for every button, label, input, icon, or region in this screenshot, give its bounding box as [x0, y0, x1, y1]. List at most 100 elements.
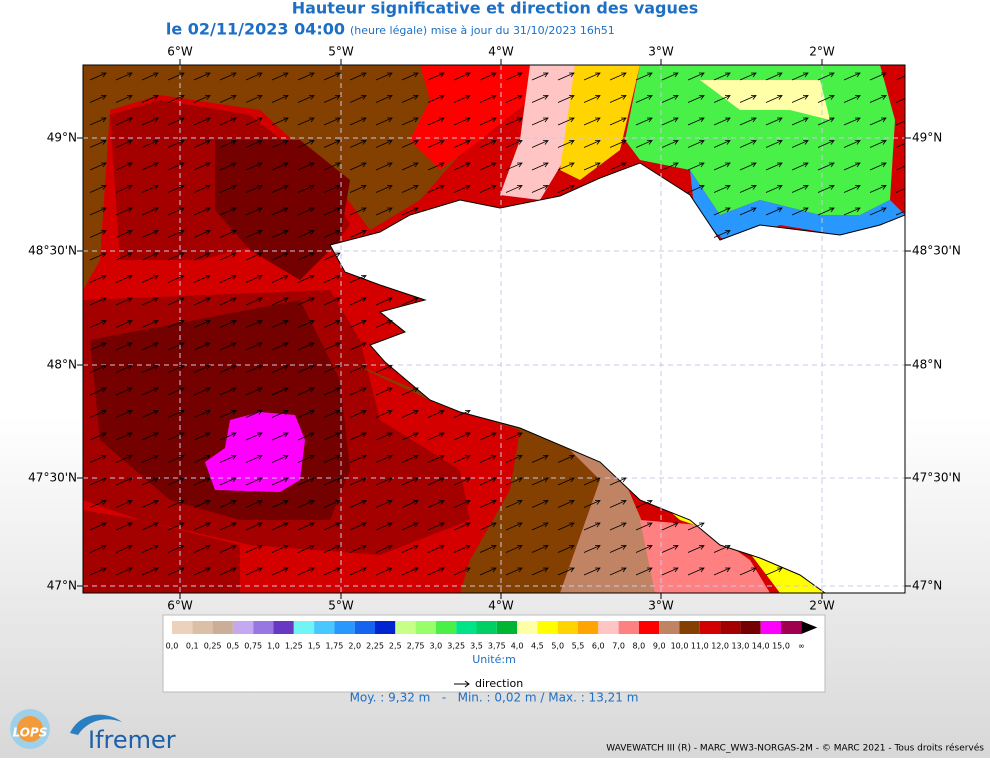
lops-logo-inner [17, 716, 43, 742]
ifremer-text: Ifremer [88, 726, 176, 754]
lat-label-right: 47°30'N [912, 471, 961, 485]
footer: WAVEWATCH III (R) - MARC_WW3-NORGAS-2M -… [606, 743, 984, 754]
lon-label-bottom: 2°W [809, 599, 835, 613]
lon-label-bottom: 5°W [328, 599, 354, 613]
legend: 0,0 0,1 0,25 0,5 0,75 1,0 1,25 1,5 1,75 2,0 2,25 2,… [166, 621, 818, 651]
zone-magenta [205, 412, 305, 492]
zone-green-n [625, 65, 895, 215]
legend-swatch [760, 621, 781, 634]
date: le 02/11/2023 04:00 [166, 20, 345, 39]
zone-red [410, 65, 540, 170]
legend-swatch [679, 621, 700, 634]
zone-blue [690, 170, 905, 245]
legend-swatch [456, 621, 477, 634]
legend-swatch [334, 621, 355, 634]
lon-label-top: 4°W [488, 45, 514, 59]
lat-label-right: 49°N [912, 131, 942, 145]
legend-swatch [659, 621, 680, 634]
legend-label: 3,5 [470, 642, 483, 651]
legend-label: 0,75 [244, 642, 262, 651]
legend-swatch [232, 621, 254, 634]
stats: Moy. : 9,32 m - Min. : 0,02 m / Max. : 1… [350, 691, 639, 705]
legend-swatch [517, 621, 538, 634]
legend-label: 5,0 [551, 642, 564, 651]
legend-swatch [354, 621, 375, 634]
direction-arrow-head [464, 680, 470, 688]
legend-swatch [395, 621, 416, 634]
legend-label: 1,0 [267, 642, 280, 651]
map-frame [82, 64, 906, 594]
legend-swatch [557, 621, 578, 634]
lon-label-bottom: 4°W [488, 599, 514, 613]
zone-brown-2 [345, 360, 600, 593]
legend-label: 7,0 [612, 642, 625, 651]
legend-label: 9,0 [653, 642, 666, 651]
legend-label: 3,0 [430, 642, 443, 651]
title: Hauteur significative et direction des v… [292, 0, 699, 18]
lat-label-left: 47°N [47, 579, 77, 593]
legend-swatch [537, 621, 558, 634]
ticks: 6°W 6°W 5°W 5°W 4°W 4°W 3°W 3°W 2°W 2°W 49°N 49°N 48… [28, 45, 961, 613]
lon-label-top: 5°W [328, 45, 354, 59]
lat-label-left: 48°30'N [28, 244, 77, 258]
legend-swatch [476, 621, 497, 634]
legend-label: 3,25 [447, 642, 465, 651]
legend-swatch [273, 621, 294, 634]
direction-arrows [89, 72, 905, 576]
legend-swatch [618, 621, 639, 634]
legend-label: 1,75 [325, 642, 343, 651]
legend-swatch [699, 621, 721, 634]
legend-label: 11,0 [691, 642, 709, 651]
zone-yellow-n [560, 65, 640, 180]
legend-swatch [212, 621, 233, 634]
lon-label-top: 3°W [648, 45, 674, 59]
graticule [83, 65, 905, 593]
legend-swatch [314, 621, 335, 634]
legend-label: 2,25 [366, 642, 384, 651]
lon-label-bottom: 3°W [648, 599, 674, 613]
legend-label: 0,1 [186, 642, 199, 651]
lops-text: LOPS [13, 726, 48, 740]
zone-pale [700, 80, 830, 120]
legend-label: 1,25 [285, 642, 303, 651]
legend-label: 6,0 [592, 642, 605, 651]
legend-swatch [781, 621, 802, 634]
lon-label-top: 2°W [809, 45, 835, 59]
legend-label: ∞ [798, 642, 805, 651]
legend-swatch [192, 621, 213, 634]
legend-swatch [598, 621, 619, 634]
legend-swatch [415, 621, 436, 634]
legend-label: 1,5 [308, 642, 321, 651]
zone-salmon [640, 520, 770, 593]
legend-swatch [293, 621, 315, 634]
legend-label: 3,75 [488, 642, 506, 651]
legend-label: 0,25 [204, 642, 222, 651]
legend-label: 0,0 [166, 642, 179, 651]
zone-pink [500, 65, 575, 200]
legend-label: 10,0 [671, 642, 689, 651]
legend-swatch [496, 621, 518, 634]
legend-label: 5,5 [572, 642, 585, 651]
legend-label: 15,0 [772, 642, 790, 651]
legend-label: 2,5 [389, 642, 402, 651]
legend-swatch [578, 621, 599, 634]
lon-label-top: 6°W [167, 45, 193, 59]
legend-swatch [253, 621, 274, 634]
legend-swatch [435, 621, 457, 634]
legend-label: 0,5 [227, 642, 240, 651]
legend-label: 4,0 [511, 642, 524, 651]
map [83, 65, 905, 593]
lat-label-left: 48°N [47, 358, 77, 372]
direction-label: direction [475, 677, 523, 690]
legend-swatch [638, 621, 660, 634]
unit: Unité:m [472, 653, 516, 666]
lat-label-right: 48°30'N [912, 244, 961, 258]
legend-label: 4,5 [531, 642, 544, 651]
legend-swatch [740, 621, 761, 634]
legend-label: 2,75 [407, 642, 425, 651]
legend-arrow-tip [801, 621, 818, 634]
legend-label: 2,0 [348, 642, 361, 651]
update: (heure légale) mise à jour du 31/10/2023… [350, 24, 615, 37]
zone-tan [560, 440, 655, 593]
